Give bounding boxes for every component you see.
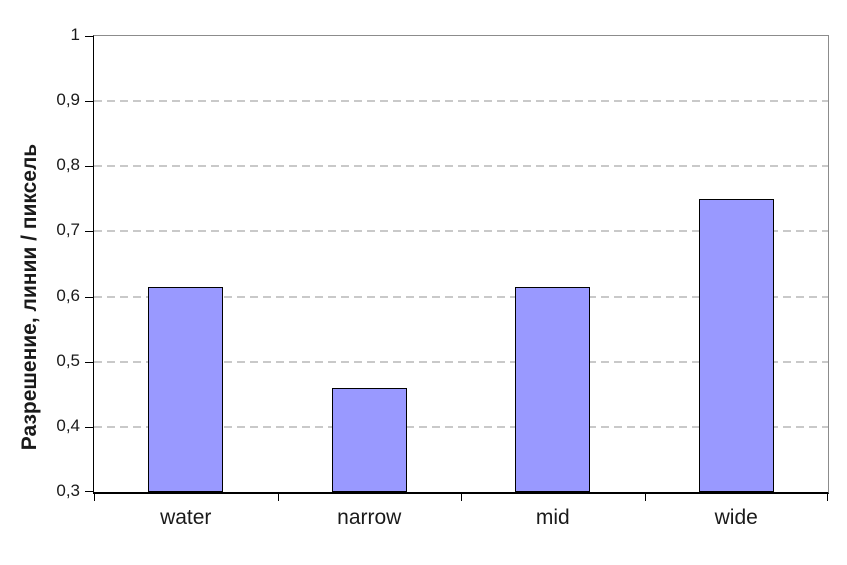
y-axis-tick <box>85 426 94 428</box>
x-axis-label-mid: mid <box>535 506 570 529</box>
x-axis-label-narrow: narrow <box>337 506 402 529</box>
x-axis-label-wide: wide <box>714 506 758 529</box>
y-axis-tick-label: 0,3 <box>56 481 80 500</box>
x-axis-tick <box>94 492 95 501</box>
y-axis-tick-label: 0,6 <box>56 285 80 305</box>
x-axis-tick <box>827 492 828 501</box>
y-axis-tick-label: 0,8 <box>56 155 80 175</box>
gridline <box>94 100 828 103</box>
bar-water <box>148 286 224 492</box>
y-axis-tick-label: 0,7 <box>56 220 80 240</box>
bar-mid <box>515 286 591 492</box>
plot-area: 1 0,9 0,8 0,7 0,6 0,5 0,4 0,3 water narrow mid wide <box>56 25 829 529</box>
x-axis-label-water: water <box>160 506 212 529</box>
y-axis-tick <box>85 101 94 103</box>
y-axis-tick-label: 0,4 <box>56 415 80 435</box>
y-axis-tick-label: 0,5 <box>56 350 80 370</box>
x-axis-tick <box>461 492 462 501</box>
bar-wide <box>698 198 774 492</box>
y-axis-tick <box>85 296 94 298</box>
y-axis-tick-label: 0,9 <box>56 90 80 110</box>
y-axis-tick <box>85 491 94 492</box>
y-axis-tick <box>85 231 94 233</box>
y-axis-tick <box>85 361 94 363</box>
y-axis-tick-label: 1 <box>70 25 80 44</box>
gridline <box>94 165 828 168</box>
x-axis-tick <box>278 492 279 501</box>
y-axis-tick <box>85 36 94 37</box>
y-axis-tick <box>85 166 94 168</box>
y-axis-title: Разрешение, линии / пиксель <box>18 143 41 451</box>
bar-narrow <box>331 387 407 492</box>
x-axis-tick <box>645 492 646 501</box>
